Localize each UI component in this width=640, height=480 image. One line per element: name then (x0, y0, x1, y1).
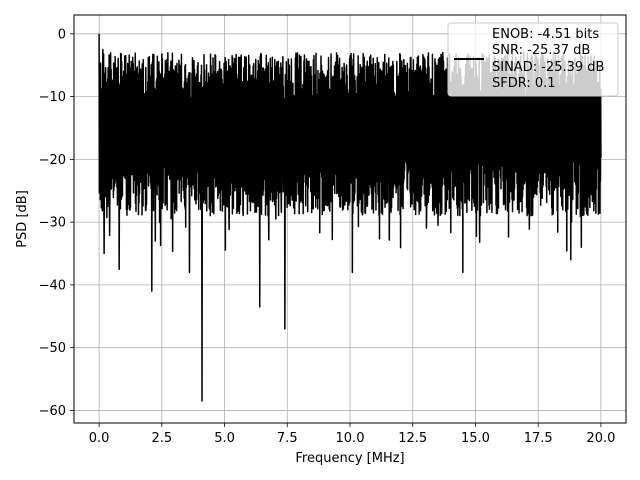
y-tick-label: −20 (39, 153, 66, 168)
psd-series-line (98, 33, 602, 402)
legend-box (447, 22, 619, 97)
y-tick-label: −40 (39, 278, 66, 293)
legend: ENOB: -4.51 bits SNR: -25.37 dB SINAD: -… (447, 22, 619, 97)
plot-area (98, 33, 602, 402)
legend-entry: ENOB: -4.51 bits (492, 27, 599, 42)
y-axis-label: PSD [dB] (15, 190, 30, 248)
x-tick-label: 20.0 (586, 431, 615, 446)
x-tick-label: 2.5 (151, 431, 172, 446)
x-tick-label: 7.5 (277, 431, 298, 446)
y-axis: 0 −10 −20 −30 −40 −50 −60 (39, 27, 74, 419)
legend-entry: SFDR: 0.1 (492, 76, 556, 91)
x-tick-label: 10.0 (336, 431, 365, 446)
x-axis: 0.0 2.5 5.0 7.5 10.0 12.5 15.0 17.5 20.0 (89, 423, 615, 446)
x-tick-label: 17.5 (524, 431, 553, 446)
y-tick-label: −60 (39, 404, 66, 419)
y-tick-label: −50 (39, 341, 66, 356)
x-tick-label: 5.0 (214, 431, 235, 446)
legend-entry: SNR: -25.37 dB (492, 43, 590, 58)
x-tick-label: 12.5 (398, 431, 427, 446)
x-axis-label: Frequency [MHz] (295, 451, 404, 466)
y-tick-label: −30 (39, 216, 66, 231)
y-tick-label: −10 (39, 90, 66, 105)
legend-entry: SINAD: -25.39 dB (492, 60, 604, 75)
y-tick-label: 0 (58, 27, 66, 42)
x-tick-label: 0.0 (89, 431, 110, 446)
x-tick-label: 15.0 (461, 431, 490, 446)
